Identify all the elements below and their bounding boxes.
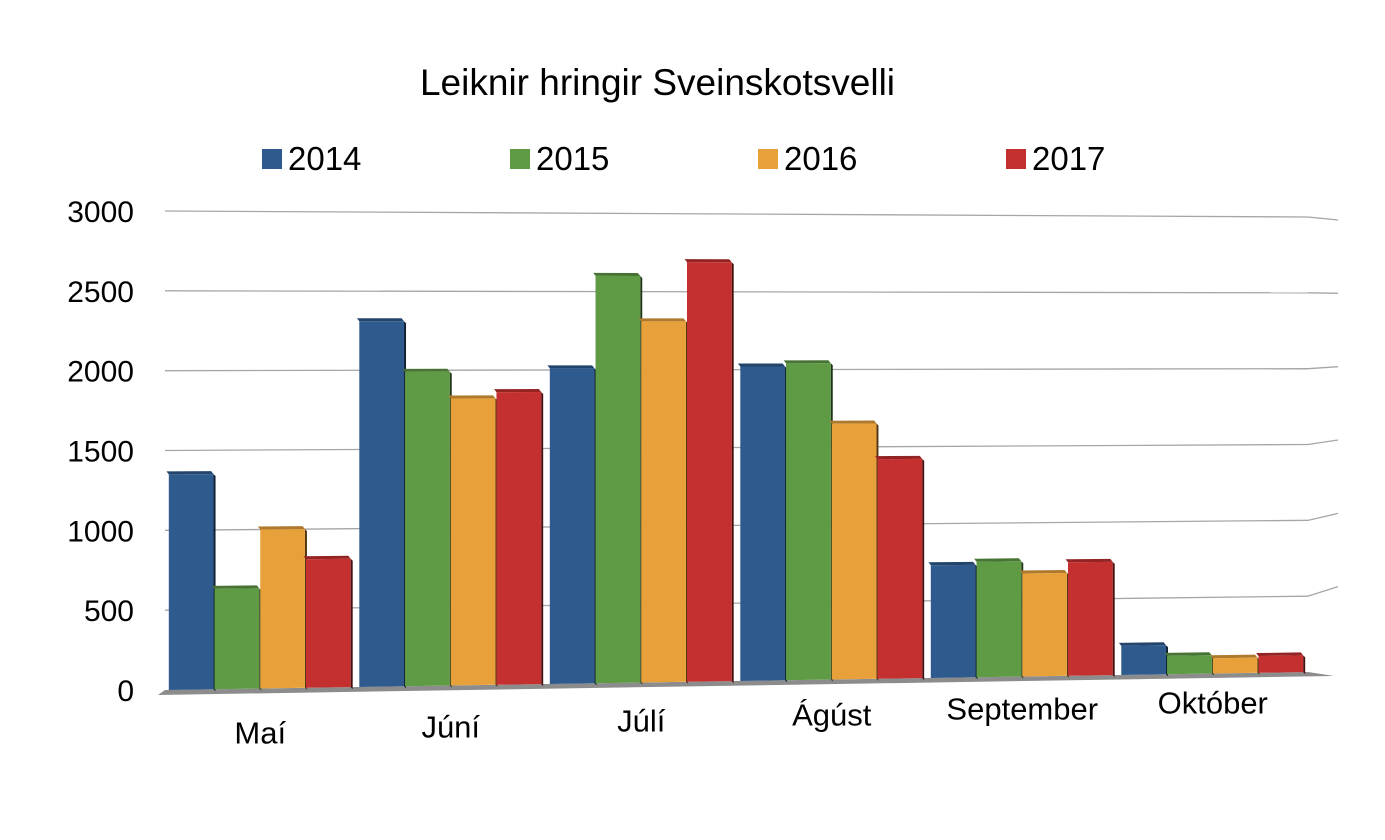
bar-top [593,272,641,277]
bar-top [402,368,450,372]
legend-item-2014: 2014 [262,140,361,178]
legend-item-2015: 2015 [510,140,609,178]
gridline-side [1307,512,1339,521]
y-tick-label: 1000 [67,515,134,548]
bar [686,262,732,682]
bar [450,398,496,686]
gridline-side [1307,292,1339,294]
bar [831,423,877,680]
gridline-side [1307,439,1339,446]
bar [930,564,976,678]
bar [1167,655,1212,675]
gridline-side [1307,366,1339,370]
legend: 2014 2015 2016 2017 [262,140,1162,180]
legend-swatch [1006,149,1026,169]
bar-top [829,420,877,424]
legend-swatch [262,149,282,169]
bar-top [356,318,405,322]
bar-side [350,558,353,690]
bar-top [547,365,595,369]
bar-top [928,561,976,566]
bar-top [974,558,1022,562]
legend-label: 2016 [784,140,858,177]
bar-top [1164,652,1212,656]
legend-swatch [758,149,778,169]
bar-top [1256,652,1304,657]
gridline [164,368,1309,372]
bar [786,363,831,681]
gridline-side [1307,586,1339,597]
x-tick-label: Júní [421,710,480,745]
bar-top [212,585,260,589]
bar-top [638,318,686,322]
bar [1212,657,1258,674]
x-tick-label: September [946,692,1098,727]
legend-label: 2015 [536,140,610,177]
bar [1022,573,1067,677]
bar-top [1210,654,1258,659]
gridline [164,210,1309,218]
bar-top [737,363,786,367]
bar-top [1065,558,1113,563]
bar-top [1118,642,1167,646]
legend-label: 2014 [288,140,362,177]
bar [405,371,450,687]
chart-title: Leiknir hringir Sveinskotsvelli [419,62,896,103]
bar-top [875,455,923,460]
bar-side [1112,561,1115,678]
legend-item-2017: 2017 [1006,140,1105,178]
y-tick-label: 3000 [67,196,134,229]
bar [359,321,405,687]
bar [496,391,542,685]
bar [740,366,786,681]
bar-top [448,395,496,399]
y-tick-label: 500 [84,595,134,628]
x-tick-label: Júlí [617,704,666,739]
bar-top [494,388,542,393]
bar [549,368,595,684]
bar [214,588,260,690]
x-tick-label: Október [1158,686,1268,721]
gridline [164,519,1309,531]
bar [976,561,1022,678]
legend-item-2016: 2016 [758,140,857,178]
bar [305,558,351,688]
y-tick-label: 2500 [67,276,134,309]
gridline-side [1307,216,1339,221]
y-tick-label: 2000 [67,356,134,389]
legend-label: 2017 [1032,140,1106,177]
bar-side [1303,655,1306,675]
bar-top [684,259,732,263]
bar-top [303,555,351,560]
bar-side [541,391,544,687]
bar [595,275,641,684]
bar [1067,561,1113,676]
gridline [164,443,1309,452]
chart-floor [158,672,1334,695]
bar [1121,645,1167,675]
bar [1258,655,1304,673]
gridline [164,595,1309,611]
x-tick-label: Ágúst [792,698,872,733]
bar-top [166,471,214,475]
gridline [164,290,1309,294]
bar-side [731,262,734,684]
bar-top [257,526,305,530]
y-tick-label: 0 [117,675,134,708]
bar [877,458,923,679]
bar-side [922,458,925,681]
x-tick-label: Maí [234,716,286,751]
bar [641,321,686,683]
bar-top [783,360,831,364]
y-tick-label: 1500 [67,436,134,469]
bar [168,474,214,690]
bar [260,529,305,689]
bar-top [1019,570,1067,574]
legend-swatch [510,149,530,169]
